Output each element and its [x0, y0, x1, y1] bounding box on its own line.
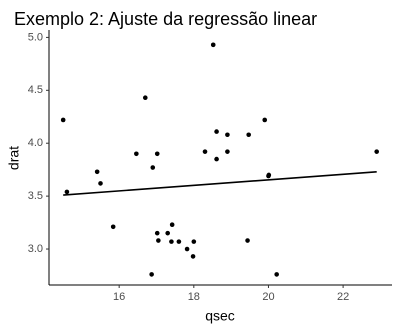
point: [202, 149, 208, 154]
y-tick-label: 3.0: [28, 243, 43, 255]
y-tick-label: 4.5: [28, 84, 43, 96]
point: [64, 189, 70, 195]
point: [266, 172, 272, 178]
point: [169, 222, 175, 227]
point: [262, 117, 268, 123]
point: [134, 151, 139, 157]
x-tick-label: 16: [113, 291, 125, 303]
point: [225, 132, 230, 138]
point: [184, 246, 190, 252]
y-tick-label: 4.0: [28, 137, 43, 149]
point: [190, 254, 196, 259]
point: [245, 238, 250, 243]
point: [246, 132, 251, 138]
point: [150, 165, 156, 170]
point: [191, 239, 197, 244]
x-axis-label: qsec: [205, 308, 235, 324]
y-tick-label: 3.5: [28, 190, 43, 202]
x-tick-label: 22: [337, 291, 349, 303]
regression-line: [63, 170, 377, 196]
point: [154, 230, 160, 236]
y-axis-label: drat: [6, 146, 22, 170]
point: [94, 169, 100, 175]
point: [274, 272, 279, 277]
chart-title: Exemplo 2: Ajuste da regressão linear: [14, 9, 317, 29]
point: [98, 181, 103, 186]
point: [214, 156, 219, 162]
point: [156, 238, 161, 243]
point: [149, 272, 154, 277]
x-tick-label: 18: [188, 291, 200, 303]
point: [214, 129, 219, 134]
x-tick-label: 20: [262, 291, 274, 303]
y-tick-label: 5.0: [28, 31, 43, 43]
point: [169, 239, 174, 244]
point: [60, 117, 66, 123]
point: [142, 95, 148, 101]
point: [374, 149, 379, 154]
point: [110, 224, 116, 230]
point: [176, 239, 182, 244]
point: [210, 42, 216, 48]
point: [154, 151, 160, 157]
point: [165, 230, 170, 236]
point: [225, 149, 230, 154]
